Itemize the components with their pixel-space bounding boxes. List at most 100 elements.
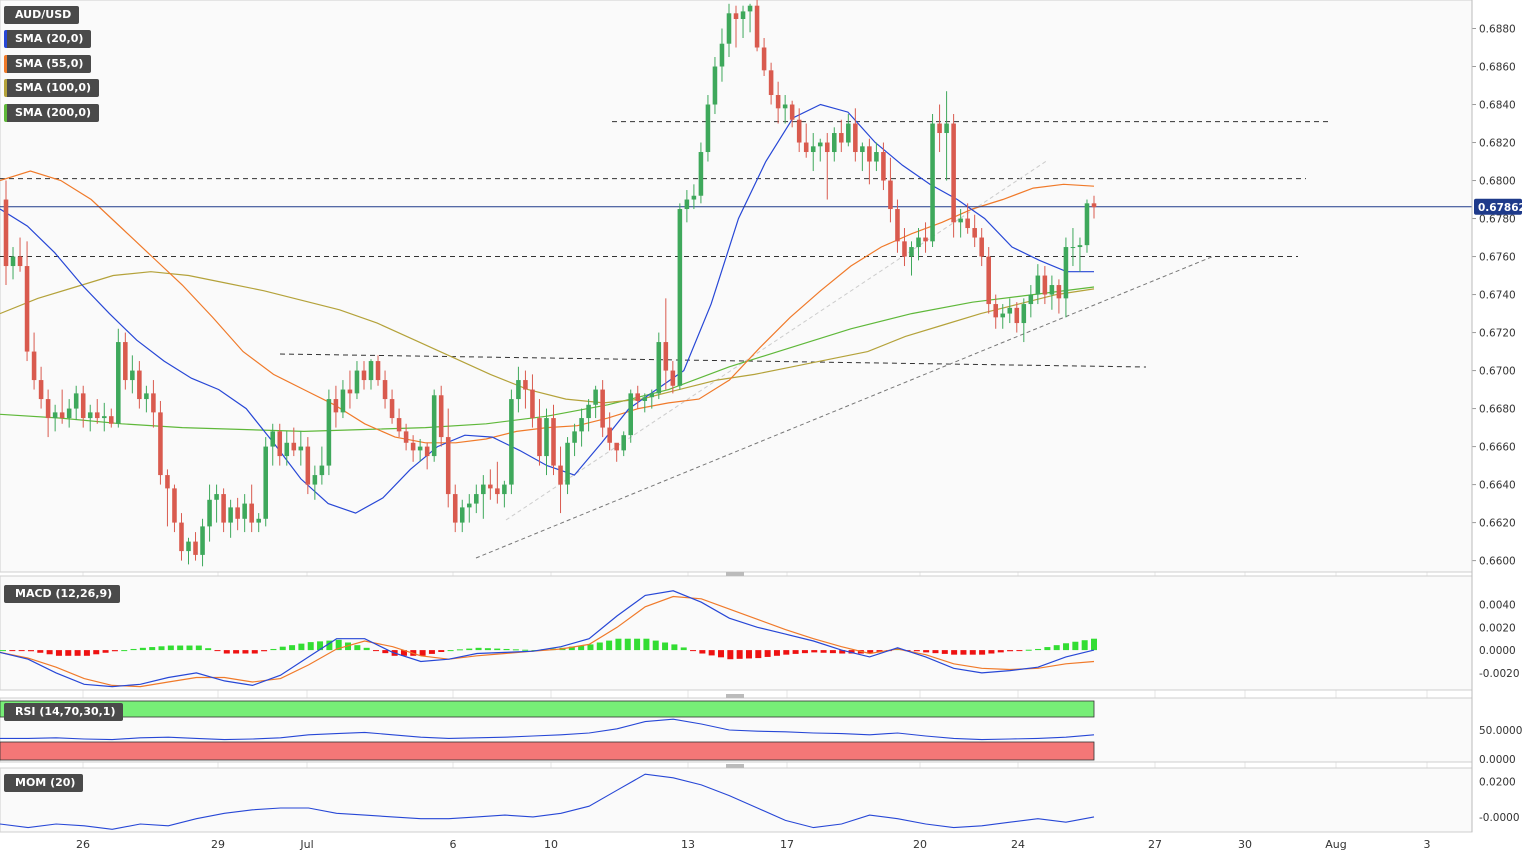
- candle-bullish: [1035, 275, 1041, 295]
- sma55-label[interactable]: SMA (55,0): [4, 55, 92, 73]
- indicator-panes: [0, 0, 1473, 833]
- candle-bullish: [656, 342, 662, 394]
- x-tick-label: Aug: [1325, 838, 1346, 851]
- candle-bearish: [663, 342, 669, 371]
- candle-bearish: [979, 237, 984, 257]
- candle-bullish: [930, 123, 935, 242]
- macd-histogram-bar: [792, 650, 799, 654]
- candle-bearish: [38, 380, 44, 400]
- candle-bearish: [761, 47, 767, 71]
- candle-bearish: [558, 465, 563, 485]
- macd-histogram-bar: [1081, 640, 1088, 651]
- candle-bullish: [298, 446, 304, 451]
- macd-histogram-bar: [624, 638, 631, 651]
- macd-histogram-bar: [93, 650, 100, 655]
- candle-bullish: [73, 393, 79, 409]
- candle-bullish: [144, 393, 149, 400]
- macd-histogram-bar: [261, 650, 268, 652]
- candle-bullish: [944, 123, 949, 134]
- candle-bullish: [691, 195, 697, 200]
- candle-bearish: [333, 399, 339, 413]
- sma200-line: [0, 286, 1095, 433]
- candle-bullish: [509, 399, 514, 485]
- candle-bullish: [200, 526, 205, 555]
- macd-histogram-bar: [634, 638, 641, 651]
- candle-bullish: [242, 503, 247, 519]
- candle-bearish: [94, 412, 100, 419]
- macd-tick-label: 0.0020: [1479, 622, 1516, 634]
- candle-bullish: [312, 475, 318, 485]
- macd-histogram-bar: [1053, 645, 1060, 651]
- candle-bearish: [993, 304, 999, 318]
- candle-bearish: [1042, 275, 1048, 295]
- candle-bullish: [832, 133, 837, 153]
- macd-histogram-bar: [820, 650, 827, 653]
- macd-histogram-bar: [456, 649, 463, 651]
- macd-histogram-bar: [997, 650, 1004, 653]
- sma200-label[interactable]: SMA (200,0): [4, 104, 100, 122]
- macd-histogram-bar: [1063, 643, 1070, 651]
- macd-tick-label: -0.0020: [1479, 668, 1520, 680]
- rsi-label[interactable]: RSI (14,70,30,1): [4, 703, 124, 721]
- macd-histogram-bar: [102, 650, 109, 653]
- x-tick-label: Jul: [299, 838, 313, 851]
- macd-histogram-bar: [727, 650, 734, 660]
- candle-bullish: [958, 218, 963, 223]
- y-tick-label: 0.6600: [1479, 556, 1516, 568]
- candle-bullish: [1021, 304, 1027, 324]
- macd-histogram-bar: [512, 649, 519, 651]
- candle-bullish: [502, 484, 507, 495]
- candle-bearish: [986, 256, 991, 305]
- pane-resize-handle: [726, 694, 744, 698]
- macd-histogram-bar: [652, 640, 659, 651]
- macd-histogram-bar: [65, 650, 72, 656]
- mom-tick-label: -0.0000: [1479, 812, 1520, 824]
- candle-bearish: [670, 370, 676, 386]
- macd-histogram-bar: [83, 650, 90, 656]
- macd-histogram-bar: [615, 638, 622, 651]
- candle-bullish: [705, 104, 711, 153]
- macd-histogram-bar: [307, 642, 314, 651]
- candle-bearish: [775, 95, 781, 109]
- candle-bullish: [874, 152, 879, 162]
- candle-bullish: [726, 13, 732, 44]
- sma20-label[interactable]: SMA (20,0): [4, 30, 92, 48]
- macd-histogram-bar: [913, 650, 920, 652]
- macd-histogram-bar: [382, 650, 389, 654]
- candle-bullish: [1077, 245, 1083, 248]
- candle-bullish: [116, 342, 121, 424]
- candle-bearish: [495, 488, 500, 495]
- macd-histogram-bar: [1072, 641, 1079, 651]
- macd-label[interactable]: MACD (12,26,9): [4, 585, 121, 603]
- candle-bullish: [1084, 203, 1090, 246]
- candle-bearish: [839, 133, 844, 143]
- y-tick-label: 0.6640: [1479, 480, 1516, 492]
- candle-bearish: [635, 393, 641, 401]
- candle-bearish: [824, 142, 830, 153]
- candle-bearish: [31, 351, 37, 381]
- candle-bearish: [24, 266, 30, 352]
- time-axis: 26 29 Jul 6 10 13 17 20 24 27 30 Aug 3: [76, 838, 1431, 851]
- symbol-label[interactable]: AUD/USD: [4, 6, 80, 24]
- candle-bearish: [452, 494, 458, 523]
- candle-bearish: [249, 503, 254, 523]
- macd-histogram-bar: [55, 650, 62, 656]
- macd-histogram-bar: [270, 648, 277, 651]
- candle-bullish: [782, 104, 788, 109]
- candle-bullish: [354, 370, 360, 394]
- macd-histogram-bar: [484, 648, 491, 651]
- candle-bearish: [193, 541, 198, 555]
- macd-histogram-bar: [801, 650, 808, 654]
- candle-bullish: [263, 446, 268, 519]
- macd-histogram-bar: [27, 650, 34, 652]
- sma100-label[interactable]: SMA (100,0): [4, 79, 100, 97]
- candle-bullish: [909, 247, 914, 257]
- mom-label[interactable]: MOM (20): [4, 774, 84, 792]
- candle-bullish: [846, 123, 851, 143]
- candle-bullish: [1000, 313, 1006, 318]
- macd-histogram-bar: [960, 650, 967, 655]
- macd-histogram-bar: [1016, 650, 1023, 652]
- candle-bullish: [1070, 247, 1076, 249]
- candle-bearish: [789, 104, 795, 120]
